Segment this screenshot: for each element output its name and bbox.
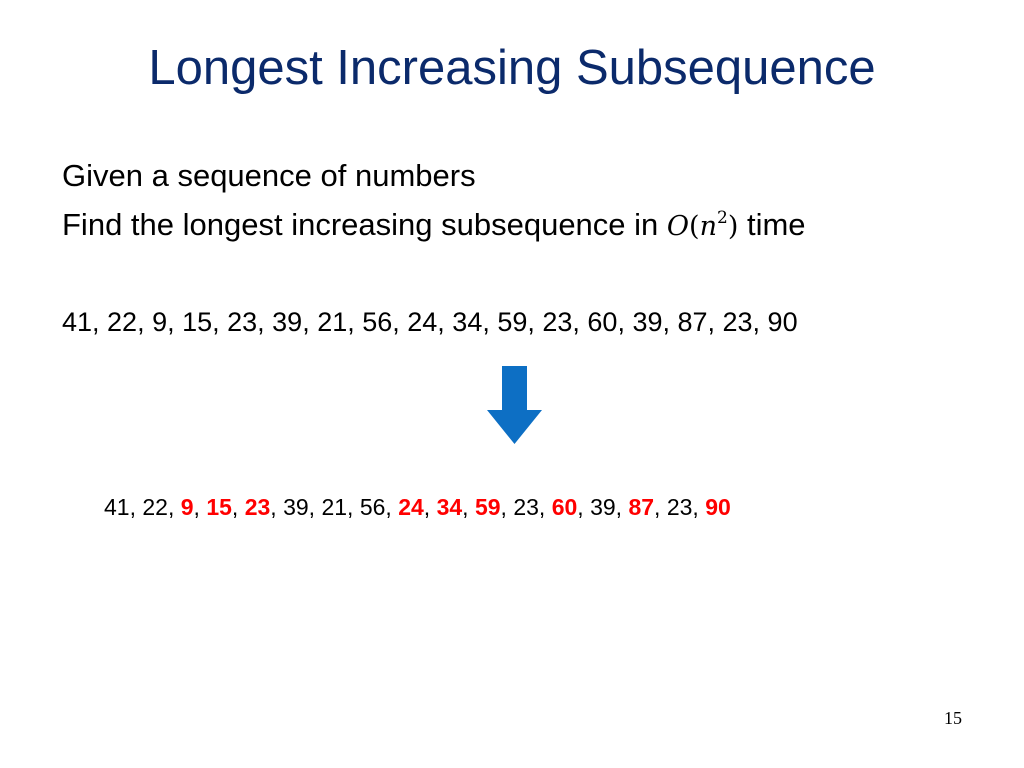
complexity-big-o: O bbox=[666, 211, 690, 242]
result-separator: , bbox=[385, 494, 399, 520]
result-item: 23 bbox=[513, 494, 539, 520]
result-separator: , bbox=[193, 494, 207, 520]
result-separator: , bbox=[577, 494, 591, 520]
input-sequence: 41, 22, 9, 15, 23, 39, 21, 56, 24, 34, 5… bbox=[62, 307, 798, 337]
result-item: 39 bbox=[283, 494, 309, 520]
result-separator: , bbox=[462, 494, 475, 520]
result-item-highlighted: 60 bbox=[551, 494, 578, 520]
result-separator: , bbox=[270, 494, 284, 520]
result-separator: , bbox=[654, 494, 667, 520]
complexity-close-paren: ) bbox=[727, 211, 739, 242]
complexity-variable: n bbox=[699, 211, 717, 242]
result-separator: , bbox=[167, 494, 181, 520]
complexity-open-paren: ( bbox=[689, 211, 700, 242]
result-sequence: 41, 22, 9, 15, 23, 39, 21, 56, 24, 34, 5… bbox=[104, 492, 731, 522]
intro-line-1: Given a sequence of numbers bbox=[62, 158, 476, 193]
result-separator: , bbox=[500, 494, 514, 520]
result-item: 22 bbox=[142, 494, 168, 520]
result-item: 23 bbox=[666, 494, 693, 520]
result-separator: , bbox=[423, 494, 437, 520]
result-separator: , bbox=[347, 494, 360, 520]
result-separator: , bbox=[692, 494, 706, 520]
page-number: 15 bbox=[944, 708, 962, 728]
complexity-formula: O(n2) bbox=[666, 208, 739, 242]
intro-line-2: Find the longest increasing subsequence … bbox=[62, 205, 806, 250]
result-item-highlighted: 90 bbox=[705, 494, 731, 520]
result-item: 56 bbox=[359, 494, 386, 520]
down-arrow-icon bbox=[487, 366, 542, 444]
result-item-highlighted: 34 bbox=[436, 494, 463, 520]
result-item: 21 bbox=[321, 494, 348, 520]
result-item: 41 bbox=[104, 494, 130, 520]
result-item-highlighted: 59 bbox=[474, 494, 501, 520]
result-item-highlighted: 9 bbox=[180, 494, 194, 520]
complexity-exponent: 2 bbox=[716, 208, 728, 228]
result-separator: , bbox=[308, 494, 322, 520]
result-separator: , bbox=[231, 494, 245, 520]
slide-title: Longest Increasing Subsequence bbox=[148, 41, 876, 95]
result-separator: , bbox=[538, 494, 552, 520]
result-separator: , bbox=[129, 494, 143, 520]
result-item: 39 bbox=[590, 494, 616, 520]
intro-line-2-suffix: time bbox=[738, 207, 806, 242]
result-item-highlighted: 24 bbox=[398, 494, 424, 520]
result-item-highlighted: 15 bbox=[206, 494, 232, 520]
result-item-highlighted: 87 bbox=[628, 494, 655, 520]
intro-line-2-prefix: Find the longest increasing subsequence … bbox=[62, 207, 667, 242]
result-item-highlighted: 23 bbox=[244, 494, 271, 520]
result-separator: , bbox=[615, 494, 629, 520]
